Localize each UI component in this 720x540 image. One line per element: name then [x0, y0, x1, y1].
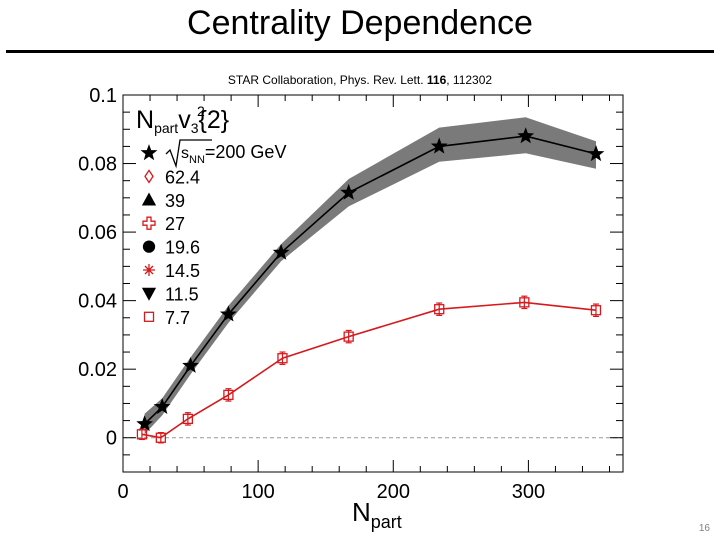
citation-volume: 116 [426, 73, 447, 87]
citation-suffix: , 112302 [446, 73, 493, 87]
legend-label: 19.6 [165, 238, 200, 258]
slide-title: Centrality Dependence [187, 4, 533, 42]
x-tick-label: 100 [241, 481, 274, 503]
legend: 62.4 39 27 19.6 14.5 11.5 7.7 [140, 144, 200, 328]
sqrt-sign [165, 139, 212, 169]
y-tick-label: 0.06 [78, 222, 117, 244]
energy-label-value: =200 GeV [205, 142, 287, 162]
data-point [182, 356, 199, 373]
legend-label: 39 [165, 191, 185, 211]
x-tick-label: 0 [117, 481, 128, 503]
data-point [219, 305, 237, 322]
citation: STAR Collaboration, Phys. Rev. Lett. 116… [0, 73, 720, 87]
citation-prefix: STAR Collaboration, Phys. Rev. Lett. [227, 73, 427, 87]
legend-marker-star [140, 144, 158, 161]
legend-marker-triangle-down [141, 287, 157, 301]
svg-text:Npartv3{2}: Npartv3{2} [136, 106, 229, 136]
panel-label-sup: 2 [197, 103, 205, 119]
y-tick-label: 0.1 [89, 85, 117, 107]
title-divider [6, 50, 714, 53]
series-red [136, 295, 602, 444]
data-point [136, 429, 148, 440]
systematic-band [144, 117, 596, 435]
data-point [430, 137, 448, 154]
x-axis-title-sub: part [371, 512, 402, 532]
energy-label-nn: NN [189, 154, 205, 166]
x-tick-label: 300 [512, 481, 545, 503]
panel-label: Npartv3{2} 2 [136, 103, 229, 136]
panel-label-brace: {2} [198, 106, 229, 134]
energy-label: sNN=200 GeV [165, 139, 286, 169]
x-axis-title-n: N [352, 497, 371, 527]
x-axis-title: Npart [352, 497, 402, 532]
data-point [223, 389, 234, 401]
data-point [519, 297, 530, 308]
plot-area [122, 94, 624, 473]
legend-marker-circle [142, 240, 156, 253]
data-point [182, 413, 194, 425]
y-tick-label: 0 [106, 428, 117, 450]
data-point [277, 353, 288, 364]
y-tick-label: 0.02 [78, 359, 117, 381]
legend-marker-square [143, 311, 155, 322]
legend-label: 62.4 [165, 167, 200, 187]
series-layer [136, 117, 605, 444]
legend-label: 11.5 [165, 284, 199, 304]
plot-frame [122, 94, 624, 473]
data-point [153, 398, 171, 414]
legend-label: 7.7 [165, 308, 190, 328]
data-point [272, 243, 290, 260]
data-point [517, 127, 535, 144]
panel-label-part: part [154, 120, 178, 136]
x-tick-label: 200 [377, 481, 410, 503]
panel-label-v: v [178, 106, 191, 134]
panel-label-sub: 3 [191, 120, 199, 136]
y-tick-label: 0.08 [78, 154, 117, 176]
data-point [155, 432, 166, 443]
y-tick-label: 0.04 [78, 291, 117, 313]
data-point [343, 331, 354, 342]
panel-label-n: N [136, 106, 154, 134]
legend-marker-cross [142, 216, 156, 230]
legend-label: 14.5 [165, 261, 200, 281]
data-point [340, 183, 358, 200]
data-point [434, 304, 445, 315]
series-black [136, 117, 605, 435]
page-number: 16 [698, 523, 710, 534]
data-point [587, 145, 605, 162]
data-point [590, 305, 602, 316]
energy-label-s: s [181, 145, 189, 162]
legend-marker-triangle [141, 192, 157, 206]
legend-marker-diamond [144, 169, 154, 184]
legend-label: 27 [165, 214, 185, 234]
svg-text:sNN=200 GeV: sNN=200 GeV [181, 142, 286, 166]
data-point [136, 415, 154, 432]
legend-marker-asterisk [143, 264, 155, 276]
axis-layer: 0 100 200 300 0 0.02 0.04 0.06 0.08 0.1 [78, 85, 623, 503]
